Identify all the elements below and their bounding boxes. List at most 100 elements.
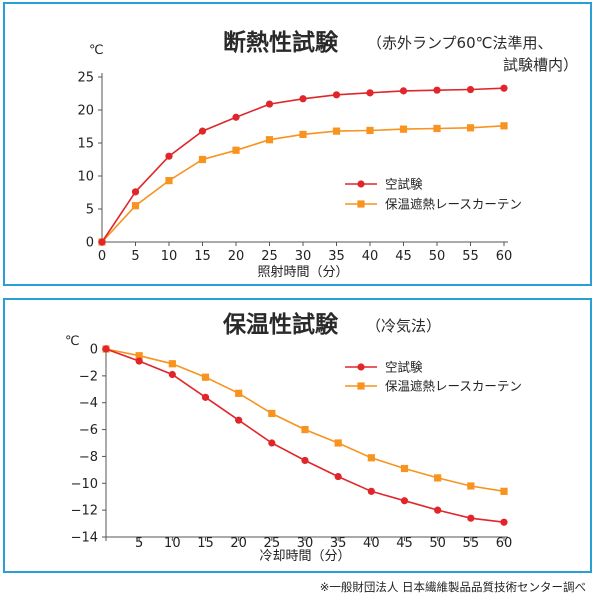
footnote: ※一般財団法人 日本繊維製品品質技術センター調べ xyxy=(319,580,586,594)
y-tick-label: 20 xyxy=(77,104,94,119)
x-tick-label: 40 xyxy=(363,536,380,551)
y-tick-label: 0 xyxy=(86,236,94,251)
heat-retention-test-panel: 保温性試験 （冷気法） ℃ 0 −2 −4 −6 −8 −10 −12 −14 5 10 15 20 25 30… xyxy=(3,298,592,573)
data-point xyxy=(268,409,276,418)
x-tick-label: 35 xyxy=(328,249,345,264)
data-point xyxy=(198,127,207,135)
x-tick-label: 5 xyxy=(135,536,143,551)
data-point xyxy=(500,122,508,130)
x-tick-label: 50 xyxy=(429,249,446,264)
x-tick-label: 25 xyxy=(261,249,278,264)
y-tick-label: −6 xyxy=(79,423,98,438)
x-axis-label: 照射時間（分） xyxy=(257,264,348,280)
y-tick-label: 0 xyxy=(90,343,98,358)
data-point xyxy=(466,85,475,94)
x-tick-label: 10 xyxy=(164,536,181,551)
data-point xyxy=(268,439,276,447)
data-point xyxy=(366,126,374,135)
data-point xyxy=(235,389,243,397)
data-point xyxy=(232,146,240,154)
data-point xyxy=(102,345,110,353)
x-tick-label: 20 xyxy=(230,536,247,551)
x-tick-label: 30 xyxy=(295,249,312,264)
x-tick-label: 30 xyxy=(297,536,314,551)
data-point xyxy=(467,482,475,490)
series-line xyxy=(101,87,505,243)
x-tick-label: 20 xyxy=(228,249,245,264)
data-point xyxy=(434,506,442,514)
y-unit-label: ℃ xyxy=(89,43,104,58)
data-point xyxy=(165,177,173,185)
insulation-test-chart: 断熱性試験 （赤外ランプ60℃法準用、試験槽内） ℃ 0 5 10 15 20 25 0 5 10 15… xyxy=(77,29,578,280)
data-point xyxy=(265,100,274,108)
data-point xyxy=(399,87,408,95)
y-tick-label: −2 xyxy=(79,369,98,384)
data-point xyxy=(433,124,441,133)
heat-retention-test-chart: 保温性試験 （冷気法） ℃ 0 −2 −4 −6 −8 −10 −12 −14 5 10 15 20 25 30… xyxy=(65,311,522,564)
data-point xyxy=(332,91,341,99)
x-tick-label: 10 xyxy=(161,249,178,264)
y-tick-label: −4 xyxy=(79,396,98,411)
chart-subtitle: （冷気法） xyxy=(366,317,441,335)
y-tick-label: −14 xyxy=(71,531,98,546)
x-tick-label: 45 xyxy=(395,249,412,264)
data-point xyxy=(135,352,143,360)
x-tick-label: 0 xyxy=(98,249,106,264)
data-point xyxy=(367,454,375,462)
x-axis-label: 冷却時間（分） xyxy=(259,549,350,564)
data-point xyxy=(500,518,508,526)
data-point xyxy=(168,370,176,379)
data-point xyxy=(433,86,441,94)
data-point xyxy=(98,238,106,246)
data-point xyxy=(334,472,342,481)
y-tick-label: 15 xyxy=(77,137,94,152)
chart-subtitle-line2: 試験槽内） xyxy=(503,56,578,74)
x-tick-label: 50 xyxy=(429,536,446,551)
legend-marker xyxy=(357,363,365,371)
data-point xyxy=(400,497,409,505)
data-point xyxy=(367,487,375,495)
y-tick-label: −8 xyxy=(79,450,98,465)
data-point xyxy=(201,373,210,381)
data-point xyxy=(400,464,409,473)
x-tick-label: 40 xyxy=(362,249,379,264)
data-point xyxy=(265,136,274,144)
data-point xyxy=(235,416,243,424)
y-unit-label: ℃ xyxy=(65,334,80,349)
data-point xyxy=(467,514,475,522)
x-tick-label: 60 xyxy=(496,536,513,551)
data-point xyxy=(500,487,508,495)
y-tick-label: 25 xyxy=(77,71,94,86)
data-point xyxy=(232,113,240,121)
data-point xyxy=(165,152,173,160)
data-point xyxy=(366,89,374,97)
x-tick-label: 45 xyxy=(396,536,413,551)
y-tick-label: −10 xyxy=(71,477,98,492)
legend-label: 保温遮熱レースカーテン xyxy=(385,379,522,394)
y-tick-label: 5 xyxy=(86,203,94,218)
chart-title: 断熱性試験 xyxy=(223,29,339,56)
data-point xyxy=(131,202,140,210)
data-point xyxy=(399,125,408,133)
series-line xyxy=(105,348,505,523)
data-point xyxy=(334,439,342,447)
x-tick-label: 25 xyxy=(264,536,281,551)
chart-subtitle: （赤外ランプ60℃法準用、 xyxy=(367,34,552,52)
data-point xyxy=(434,474,442,482)
x-tick-label: 35 xyxy=(330,536,347,551)
legend-marker xyxy=(357,200,365,208)
legend-label: 空試験 xyxy=(385,177,423,192)
insulation-test-panel: 断熱性試験 （赤外ランプ60℃法準用、 試験槽内） ℃ 0 5 10 15 20 25 0 5 10 15… xyxy=(3,2,592,286)
data-point xyxy=(500,84,508,92)
legend-label: 空試験 xyxy=(385,360,423,375)
data-point xyxy=(301,456,309,465)
x-tick-label: 60 xyxy=(496,249,513,264)
data-point xyxy=(299,95,307,103)
data-point xyxy=(198,155,207,164)
y-tick-label: 10 xyxy=(77,170,94,185)
x-tick-label: 5 xyxy=(131,249,139,264)
x-tick-label: 15 xyxy=(197,536,214,551)
data-point xyxy=(135,357,143,365)
x-tick-label: 55 xyxy=(462,249,479,264)
data-point xyxy=(332,127,341,135)
